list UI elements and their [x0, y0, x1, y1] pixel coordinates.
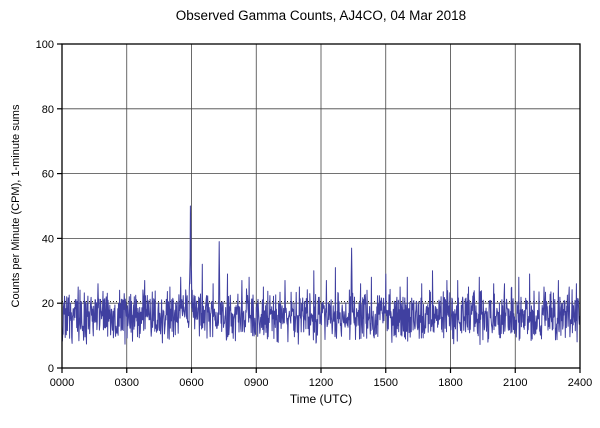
- x-tick-label: 2100: [503, 377, 527, 389]
- y-tick-label: 80: [42, 104, 54, 116]
- x-tick-label: 1800: [438, 377, 462, 389]
- x-tick-label: 1500: [374, 377, 398, 389]
- x-tick-label: 0900: [244, 377, 268, 389]
- y-tick-label: 20: [42, 298, 54, 310]
- y-tick-label: 60: [42, 169, 54, 181]
- x-tick-label: 0000: [50, 377, 74, 389]
- x-tick-label: 2400: [568, 377, 592, 389]
- x-tick-label: 0600: [179, 377, 203, 389]
- y-tick-label: 0: [48, 363, 54, 375]
- x-tick-label: 0300: [115, 377, 139, 389]
- y-axis-label: Counts per Minute (CPM), 1-minute sums: [10, 104, 22, 308]
- chart-title: Observed Gamma Counts, AJ4CO, 04 Mar 201…: [175, 8, 467, 23]
- y-tick-label: 40: [42, 233, 54, 245]
- data-series-line: [61, 205, 581, 345]
- plot-border: [61, 43, 581, 369]
- y-tick-label: 100: [36, 39, 54, 51]
- x-axis-label: Time (UTC): [289, 392, 353, 406]
- x-tick-label: 1200: [309, 377, 333, 389]
